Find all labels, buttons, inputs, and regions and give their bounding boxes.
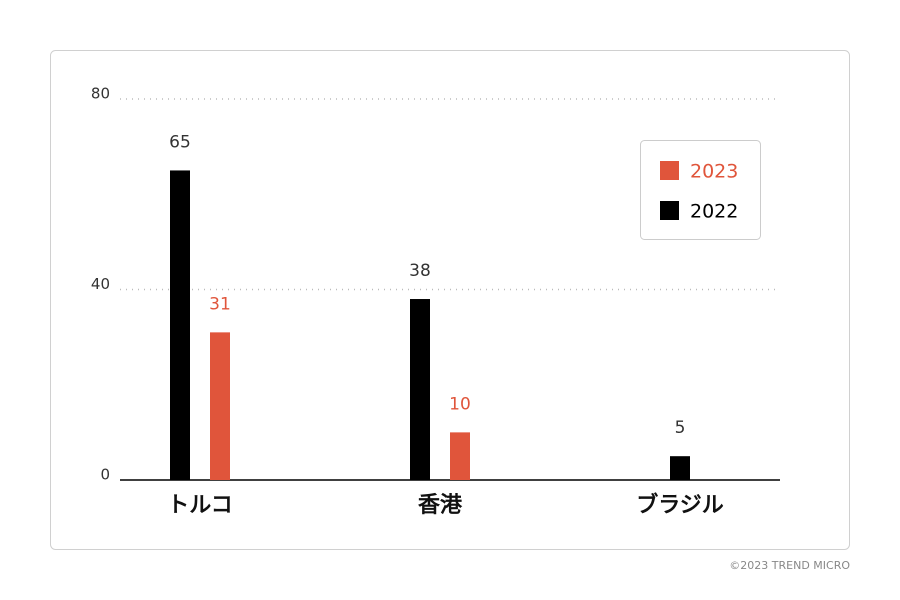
bar xyxy=(410,299,430,480)
bar xyxy=(170,170,190,480)
value-label: 65 xyxy=(169,132,191,152)
footer: ©2023 TREND MICRO xyxy=(729,559,850,572)
x-tick-label: 香港 xyxy=(418,493,463,518)
value-label: 5 xyxy=(675,418,686,438)
y-tick-label: 0 xyxy=(100,466,110,484)
legend-box xyxy=(640,140,761,240)
legend-swatch xyxy=(660,161,679,180)
value-label: 31 xyxy=(209,294,231,314)
x-tick-label: ブラジル xyxy=(636,492,724,518)
legend-label: 2022 xyxy=(690,201,738,223)
y-tick-label: 80 xyxy=(91,85,110,103)
legend-label: 2023 xyxy=(690,161,738,183)
x-tick-label: トルコ xyxy=(167,493,233,518)
bar xyxy=(210,332,230,480)
value-label: 38 xyxy=(409,261,431,281)
bar xyxy=(670,456,690,480)
value-label: 10 xyxy=(449,394,471,414)
legend-swatch xyxy=(660,201,679,220)
y-tick-label: 40 xyxy=(91,275,110,293)
bar xyxy=(450,432,470,480)
